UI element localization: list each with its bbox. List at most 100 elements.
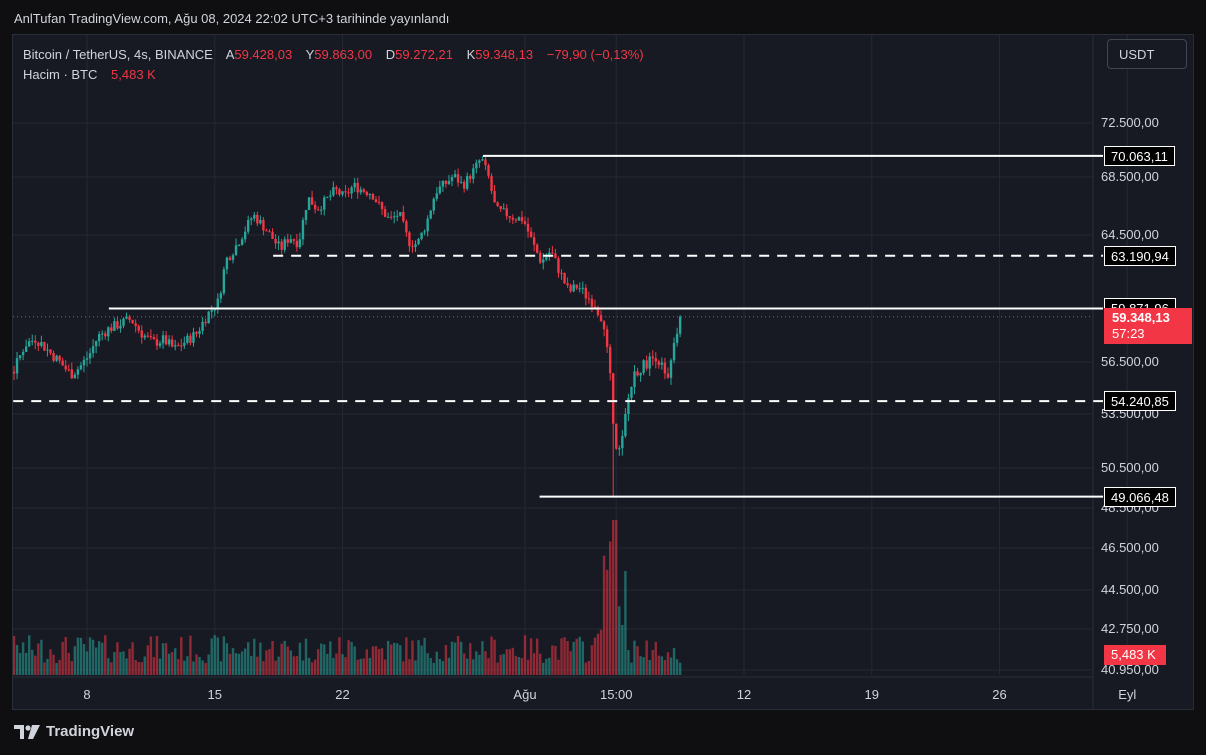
x-tick-label: 12 [737, 687, 751, 702]
last-price-tag: 59.348,13 57:23 [1104, 307, 1192, 344]
bar-countdown: 57:23 [1112, 325, 1145, 341]
volume-bar [262, 661, 265, 675]
volume-bar [624, 571, 627, 675]
level-price-tag: 49.066,48 [1104, 486, 1176, 507]
volume-bar [532, 653, 536, 675]
volume-label[interactable]: Hacim · BTC [23, 67, 98, 82]
volume-bar [484, 651, 487, 675]
candle-body [447, 180, 451, 184]
candle-body [615, 423, 618, 449]
currency-button[interactable]: USDT [1107, 39, 1187, 69]
candle-body [496, 202, 499, 207]
price-chart[interactable]: 72.500,0068.500,0064.500,0056.500,0053.5… [13, 35, 1193, 709]
candle-body [73, 374, 77, 379]
volume-bar [511, 647, 515, 675]
tradingview-brand: TradingView [46, 723, 135, 740]
volume-bar [131, 642, 134, 675]
volume-bar [67, 652, 70, 675]
candle-body [618, 448, 621, 450]
chart-legend: Bitcoin / TetherUS, 4s, BINANCE A59.428,… [23, 45, 644, 85]
volume-bar [79, 637, 83, 675]
candle-body [240, 239, 244, 245]
volume-bar [280, 643, 283, 675]
candle-body [484, 159, 487, 166]
volume-bar [104, 635, 107, 675]
volume-bar [389, 644, 393, 675]
candle-body [569, 285, 572, 292]
candle-body [85, 358, 89, 360]
high-label: Y [305, 47, 315, 62]
candle-body [459, 181, 463, 183]
candle-body [298, 239, 302, 248]
volume-bar [414, 660, 417, 675]
volume-bar [496, 662, 499, 675]
volume-bar [526, 659, 530, 675]
candle-body [219, 293, 223, 299]
candle-body [332, 187, 335, 196]
candle-body [584, 287, 588, 299]
candle-body [505, 208, 508, 217]
volume-bar [438, 658, 442, 675]
volume-bar [85, 651, 89, 675]
volume-bar [633, 640, 636, 675]
candle-body [292, 239, 296, 241]
volume-bar [365, 649, 369, 675]
volume-bar [502, 654, 505, 675]
candle-body [131, 319, 134, 324]
candle-body [326, 196, 329, 198]
volume-bar [219, 661, 223, 675]
tradingview-logo[interactable]: TradingView [14, 723, 134, 740]
candle-body [97, 334, 101, 342]
candle-body [274, 238, 277, 244]
volume-bar [621, 624, 624, 675]
volume-bar [383, 659, 387, 675]
volume-bar [116, 642, 119, 675]
chart-panel[interactable]: 72.500,00 68.500,00 64.500,00 56.500,00 53.5… [12, 34, 1194, 710]
volume-bar [648, 660, 651, 675]
candle-body [520, 217, 524, 222]
volume-bar [189, 635, 192, 675]
volume-bar [420, 645, 423, 675]
volume-bar [34, 655, 37, 675]
volume-bar [113, 652, 116, 675]
candle-body [283, 239, 286, 250]
candle-body [265, 230, 268, 232]
candle-body [408, 232, 411, 247]
ohlc-row: Bitcoin / TetherUS, 4s, BINANCE A59.428,… [23, 45, 644, 65]
candle-body [55, 355, 58, 361]
candle-body [344, 191, 347, 193]
candle-body [380, 202, 384, 210]
candle-body [481, 159, 484, 161]
candle-body [289, 239, 292, 243]
candle-body [250, 218, 253, 221]
volume-bar [411, 640, 414, 675]
volume-bar [46, 658, 49, 675]
volume-bar [636, 646, 639, 675]
volume-bar [554, 645, 557, 675]
volume-bar [146, 645, 150, 675]
candle-body [660, 362, 664, 365]
symbol-title[interactable]: Bitcoin / TetherUS, 4s, BINANCE [23, 47, 213, 62]
candle-body [511, 217, 515, 220]
volume-bar [374, 646, 378, 675]
level-price-tag: 63.190,94 [1104, 245, 1176, 266]
volume-bar [180, 637, 183, 675]
candle-body [143, 335, 146, 338]
y-tick-label: 46.500,00 [1101, 540, 1159, 555]
volume-bar [542, 662, 545, 675]
candle-body [487, 165, 490, 176]
volume-bar [359, 658, 362, 675]
time-axis[interactable]: 8 15 22 Ağu 15:00 12 19 26 Eyl [83, 687, 1136, 702]
horizontal-levels[interactable] [13, 154, 1103, 498]
candle-body [15, 358, 19, 374]
volume-bar [490, 636, 493, 675]
volume-bar [70, 661, 73, 675]
candle-body [189, 335, 192, 343]
candle-body [572, 284, 575, 292]
volume-bar [231, 648, 235, 675]
candle-body [405, 221, 408, 233]
volume-bar [186, 656, 189, 675]
volume-bar [310, 662, 314, 675]
candle-body [502, 208, 505, 210]
volume-bar [31, 649, 34, 675]
